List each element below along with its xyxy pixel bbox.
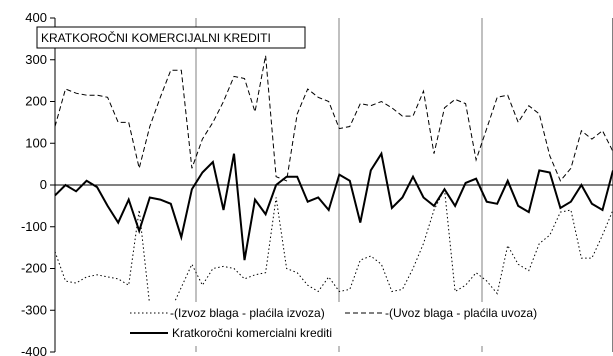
legend-label: Kratkoročni komercialni krediti [172, 326, 332, 340]
y-tick-label: -300 [21, 302, 47, 317]
uvoz-series-line [54, 55, 613, 182]
legend-label: -(Izvoz blaga - plaćila izvoza) [170, 306, 325, 320]
y-tick-label: -400 [21, 344, 47, 356]
legend-item-izvoz: -(Izvoz blaga - plaćila izvoza) [130, 306, 325, 320]
y-tick-label: 200 [25, 94, 47, 109]
legend-label: -(Uvoz blaga - plaćila uvoza) [385, 306, 537, 320]
y-tick-label: 300 [25, 52, 47, 67]
y-tick-label: 100 [25, 135, 47, 150]
chart-title: KRATKOROČNI KOMERCIJALNI KREDITI [41, 30, 271, 45]
y-tick-label: -200 [21, 261, 47, 276]
y-tick-label: -100 [21, 219, 47, 234]
krediti-series-line [54, 151, 613, 261]
axis-tick-labels: 400 300 200 100 0 -100 -200 -300 -400 [21, 10, 47, 356]
legend: -(Izvoz blaga - plaćila izvoza) -(Uvoz bl… [118, 302, 604, 346]
legend-item-krediti: Kratkoročni komercialni krediti [130, 326, 332, 340]
y-tick-label: 400 [25, 10, 47, 25]
y-tick-label: 0 [40, 177, 47, 192]
plot-area [50, 17, 613, 353]
chart-title-box: KRATKOROČNI KOMERCIJALNI KREDITI [36, 26, 306, 49]
legend-item-uvoz: -(Uvoz blaga - plaćila uvoza) [345, 306, 537, 320]
